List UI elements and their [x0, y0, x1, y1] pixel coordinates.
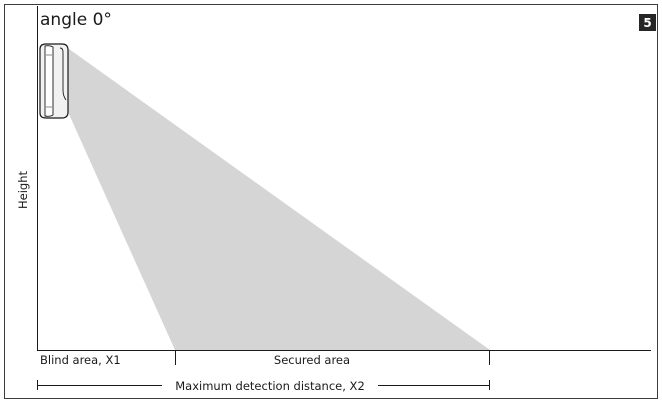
max-distance-label: Maximum detection distance, X2	[175, 379, 365, 393]
figure-number: 5	[643, 16, 651, 30]
diagram-title: angle 0°	[40, 10, 112, 30]
motion-sensor-icon	[39, 43, 69, 119]
max-distance-dimension	[37, 380, 490, 390]
blind-area-label: Blind area, X1	[40, 353, 121, 367]
detection-cone	[62, 44, 490, 350]
figure-number-badge: 5	[639, 14, 656, 31]
secured-area-label: Secured area	[274, 353, 350, 367]
y-axis-label: Height	[16, 171, 30, 210]
